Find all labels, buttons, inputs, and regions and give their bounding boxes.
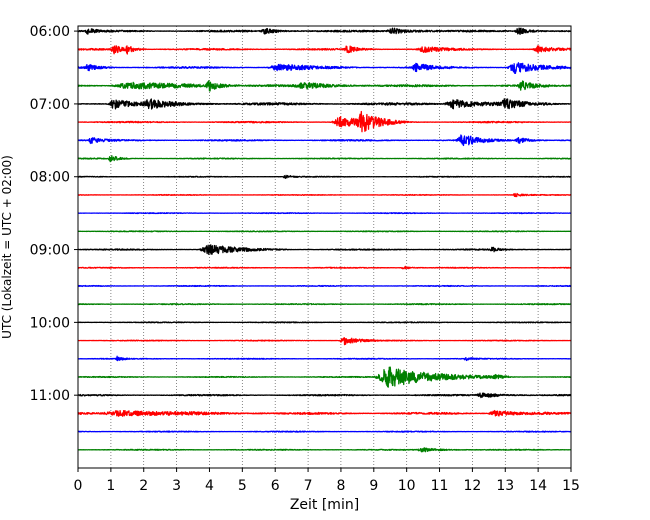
x-tick-label: 1 (106, 478, 115, 494)
x-tick-label: 8 (336, 478, 345, 494)
x-axis-label: Zeit [min] (290, 497, 359, 513)
seismic-trace (77, 321, 572, 324)
seismic-trace (77, 192, 572, 198)
seismic-trace (77, 366, 572, 388)
x-tick-label: 9 (369, 478, 378, 494)
seismic-trace (77, 174, 572, 179)
y-axis: 06:00 07:00 08:00 09:00 10:00 11:00 (30, 24, 78, 404)
seismic-trace (77, 62, 572, 74)
seismic-trace (77, 98, 572, 110)
y-tick-label: 11:00 (30, 388, 70, 404)
x-tick-label: 4 (205, 478, 214, 494)
seismic-trace (77, 212, 572, 215)
x-tick-label: 6 (271, 478, 280, 494)
seismic-trace (77, 284, 572, 288)
seismic-trace (77, 244, 572, 256)
seismic-trace (77, 27, 572, 35)
seismic-trace (77, 110, 572, 133)
seismic-trace (77, 155, 572, 163)
seismic-trace (77, 303, 572, 306)
y-tick-label: 08:00 (30, 170, 70, 186)
x-tick-label: 10 (398, 478, 416, 494)
y-tick-label: 09:00 (30, 243, 70, 259)
seismic-trace (77, 430, 572, 433)
y-tick-label: 10:00 (30, 315, 70, 331)
plot-frame (77, 25, 572, 469)
x-tick-label: 14 (529, 478, 547, 494)
y-axis-label: UTC (Lokalzeit = UTC + 02:00) (0, 155, 14, 339)
x-tick-label: 12 (463, 478, 481, 494)
seismic-trace (77, 336, 572, 346)
trace-group (77, 27, 572, 453)
x-tick-label: 5 (238, 478, 247, 494)
x-tick-label: 2 (139, 478, 148, 494)
seismic-trace (77, 409, 572, 417)
x-tick-label: 11 (431, 478, 449, 494)
y-tick-label: 06:00 (30, 24, 70, 40)
seismic-trace (77, 230, 572, 233)
x-tick-label: 13 (496, 478, 514, 494)
seismic-trace (77, 134, 572, 147)
x-tick-label: 7 (304, 478, 313, 494)
y-tick-label: 07:00 (30, 97, 70, 113)
seismic-trace (77, 80, 572, 92)
seismic-trace (77, 447, 572, 453)
seismic-trace (77, 45, 572, 55)
seismic-trace (77, 392, 572, 399)
x-axis: 0 1 2 3 4 5 6 7 8 9 10 11 12 13 14 15 (74, 468, 580, 494)
x-tick-label: 15 (562, 478, 580, 494)
seismic-trace (77, 355, 572, 362)
seismic-trace (77, 265, 572, 270)
x-tick-label: 3 (172, 478, 181, 494)
x-tick-label: 0 (74, 478, 83, 494)
